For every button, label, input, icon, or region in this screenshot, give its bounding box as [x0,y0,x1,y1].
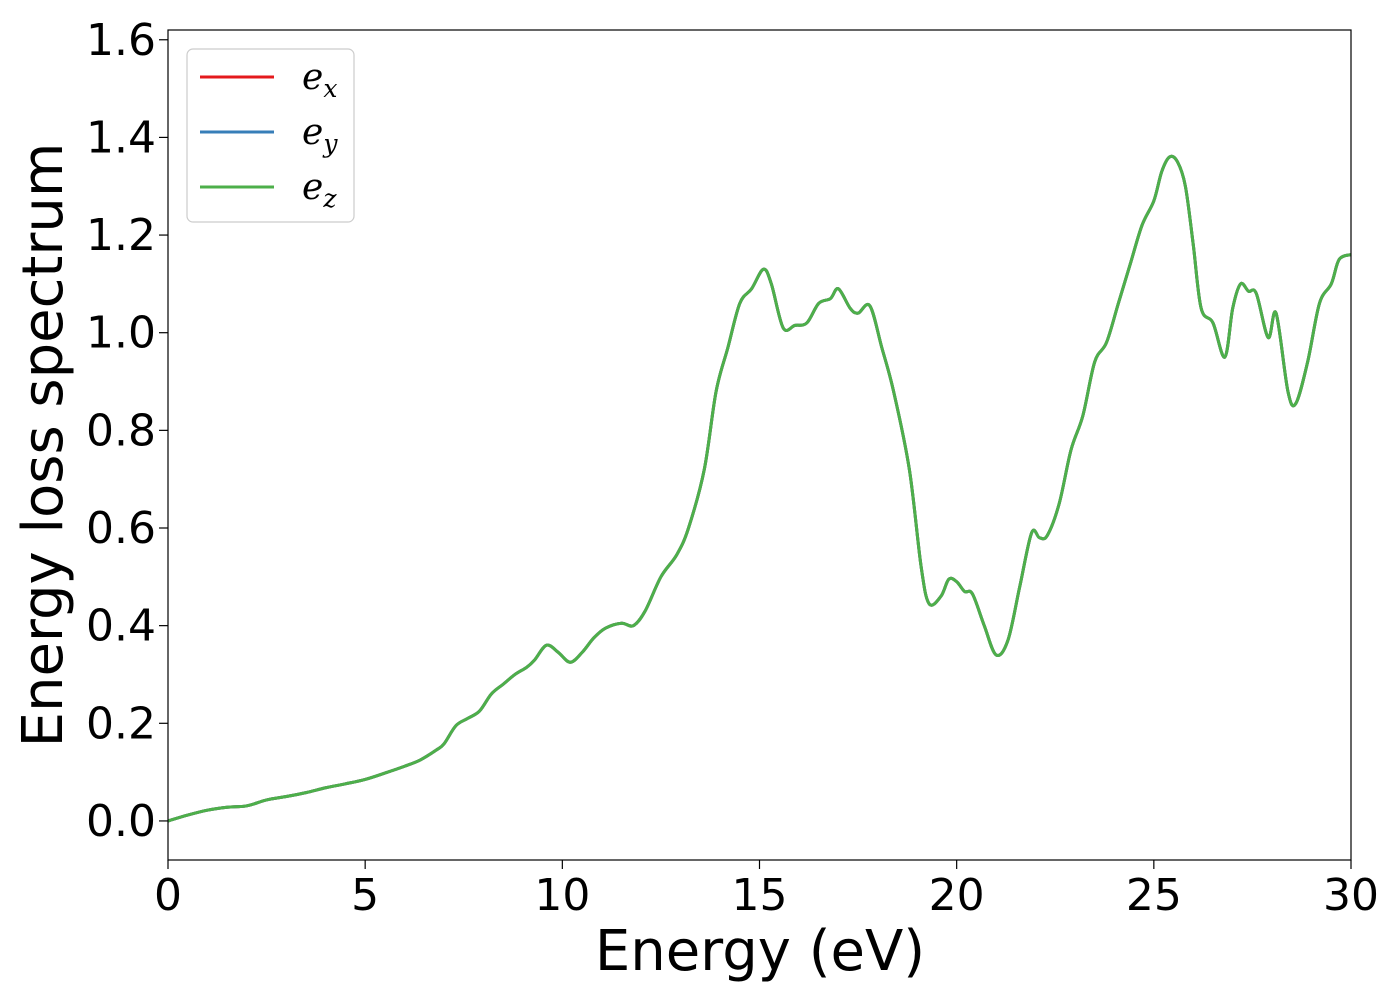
y-tick-label: 0.6 [86,503,156,554]
legend-label-base: e [302,167,323,208]
legend-box [186,48,355,223]
series-line-ez [167,154,1352,823]
x-tick-label: 25 [1126,870,1182,921]
series-layer [167,154,1352,823]
x-tick-label: 15 [732,870,788,921]
x-tick-label: 20 [929,870,985,921]
y-tick-label: 0.2 [86,698,156,749]
legend-label-ey: ey [302,112,338,158]
y-tick-label: 1.2 [86,210,156,261]
legend-label-subscript: x [323,74,337,103]
x-tick-label: 30 [1323,870,1379,921]
legend-label-ex: ex [302,57,337,103]
x-axis: 0 5 10 15 20 25 30 [154,860,1379,921]
y-axis-label: Energy loss spectrum [11,143,76,748]
x-axis-label: Energy (eV) [595,919,925,984]
legend-label-subscript: z [322,184,337,213]
legend-label-ez: ez [302,167,337,213]
x-tick-label: 10 [534,870,590,921]
y-tick-label: 0.4 [86,601,156,652]
y-tick-label: 0.8 [86,405,156,456]
legend-label-base: e [302,57,323,98]
series-line-ex [167,154,1352,823]
y-tick-label: 1.0 [86,308,156,359]
y-tick-label: 0.0 [86,796,156,847]
series-line-ey [167,154,1352,823]
legend-label-subscript: y [322,129,338,158]
y-tick-label: 1.6 [86,15,156,66]
x-tick-label: 5 [351,870,379,921]
y-tick-label: 1.4 [86,112,156,163]
legend-label-base: e [302,112,323,153]
x-tick-label: 0 [154,870,182,921]
y-axis: 0.0 0.2 0.4 0.6 0.8 1.0 1.2 1.4 1.6 [86,15,168,847]
